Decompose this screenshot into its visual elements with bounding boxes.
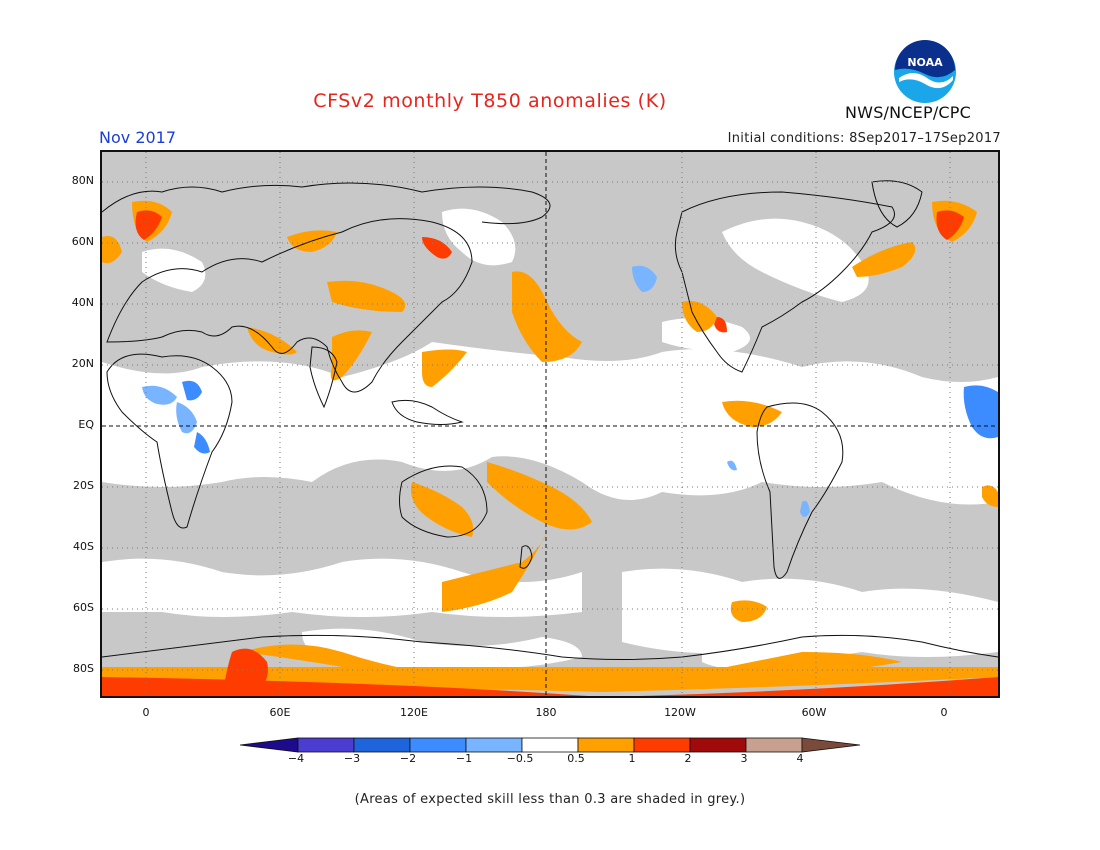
- coastlines: [102, 180, 998, 660]
- colorbar-label: 2: [684, 752, 692, 765]
- colorbar-cell: [577, 737, 635, 753]
- colorbar-cell: [521, 737, 579, 753]
- lat-tick: 80N: [71, 174, 94, 187]
- colorbar: [240, 737, 861, 753]
- forecast-period: Nov 2017: [99, 128, 177, 147]
- colorbar-cell: [353, 737, 411, 753]
- skill-footnote: (Areas of expected skill less than 0.3 a…: [354, 792, 746, 807]
- lon-tick: 0: [142, 706, 150, 719]
- map-svg: [102, 152, 998, 696]
- colorbar-cell: [689, 737, 747, 753]
- colorbar-label: −3: [343, 752, 361, 765]
- lon-tick: 0: [940, 706, 948, 719]
- colorbar-label: −1: [455, 752, 473, 765]
- colorbar-label: −4: [287, 752, 305, 765]
- graticule: [102, 152, 998, 696]
- initial-conditions: Initial conditions: 8Sep2017–17Sep2017: [727, 131, 1001, 146]
- colorbar-cell: [745, 737, 803, 753]
- logo-text: NOAA: [907, 56, 943, 69]
- colorbar-cell: [297, 737, 355, 753]
- white-regions: [102, 208, 998, 672]
- colorbar-label: 4: [796, 752, 804, 765]
- anomaly-map: [100, 150, 1000, 698]
- noaa-logo: NOAA: [894, 40, 956, 103]
- colorbar-label: 1: [628, 752, 636, 765]
- colorbar-cell: [240, 737, 299, 753]
- colorbar-cell: [409, 737, 467, 753]
- colorbar-label: 0.5: [567, 752, 585, 765]
- lon-tick: 60W: [801, 706, 827, 719]
- lat-tick: 20N: [71, 357, 94, 370]
- colorbar-label: 3: [740, 752, 748, 765]
- reference-lines: [102, 152, 998, 696]
- lon-tick: 120E: [400, 706, 428, 719]
- lat-tick: 60S: [73, 601, 94, 614]
- lat-tick: EQ: [78, 418, 94, 431]
- colorbar-cell: [633, 737, 691, 753]
- lat-tick: 20S: [73, 479, 94, 492]
- lon-tick: 60E: [269, 706, 291, 719]
- lon-tick: 180: [535, 706, 557, 719]
- red-regions: [102, 210, 998, 696]
- colorbar-label: −2: [399, 752, 417, 765]
- lon-tick: 120W: [664, 706, 696, 719]
- chart-title: CFSv2 monthly T850 anomalies (K): [313, 90, 667, 112]
- agency-label: NWS/NCEP/CPC: [845, 103, 972, 122]
- colorbar-label: −0.5: [506, 752, 534, 765]
- blue-regions: [182, 380, 998, 454]
- lat-tick: 40S: [73, 540, 94, 553]
- colorbar-cell: [465, 737, 523, 753]
- colorbar-cell: [801, 737, 861, 753]
- lat-tick: 40N: [71, 296, 94, 309]
- lat-tick: 80S: [73, 662, 94, 675]
- lat-tick: 60N: [71, 235, 94, 248]
